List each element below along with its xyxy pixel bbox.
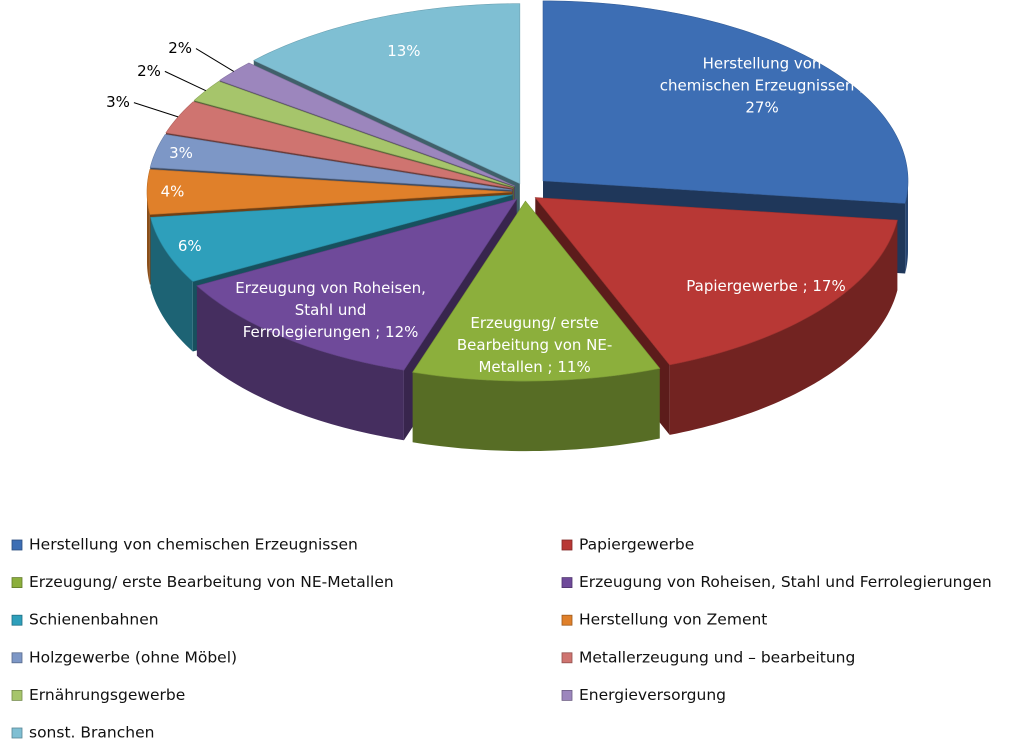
slice	[146, 169, 513, 215]
legend-swatch	[561, 614, 573, 626]
data-label: 2%	[168, 39, 192, 57]
data-label-line: chemischen Erzeugnissen ;	[660, 76, 864, 94]
slice	[193, 80, 515, 188]
data-label: 13%	[387, 42, 420, 60]
data-label-line: Stahl und	[295, 300, 367, 318]
data-label-line: Papiergewerbe ; 17%	[686, 276, 845, 294]
legend-label: Herstellung von Zement	[579, 611, 767, 629]
slice-side	[147, 192, 150, 285]
legend-label: Holzgewerbe (ohne Möbel)	[29, 648, 237, 666]
data-label-line: 27%	[745, 98, 778, 116]
legend-swatch	[561, 652, 573, 664]
data-label: 3%	[106, 93, 130, 111]
slice	[196, 198, 518, 371]
slice	[165, 101, 514, 189]
legend-label: Herstellung von chemischen Erzeugnissen	[29, 536, 358, 554]
legend-label: sonst. Branchen	[29, 724, 154, 742]
legend-swatch	[11, 577, 23, 588]
legend-label: Schienenbahnen	[29, 611, 159, 629]
legend-label: Metallerzeugung und – bearbeitung	[579, 648, 855, 666]
data-label: 2%	[137, 62, 161, 80]
slice	[534, 197, 898, 366]
slice	[149, 134, 513, 191]
legend-swatch	[561, 690, 573, 701]
data-label: 6%	[178, 237, 202, 255]
legend-swatch	[11, 652, 23, 664]
legend-swatch	[11, 690, 23, 701]
legend-label: Papiergewerbe	[579, 536, 694, 554]
legend-label: Erzeugung/ erste Bearbeitung von NE-Meta…	[29, 573, 394, 591]
slice-side	[905, 180, 909, 274]
leader-line	[164, 70, 207, 92]
data-label-line: Metallen ; 11%	[478, 358, 590, 376]
data-label-line: Herstellung von	[703, 54, 822, 72]
legend-swatch	[11, 614, 23, 626]
data-label-line: Ferrolegierungen ; 12%	[243, 322, 419, 340]
legend-label: Ernährungsgewerbe	[29, 686, 185, 704]
legend-label: Energieversorgung	[579, 686, 726, 704]
slice	[253, 3, 521, 185]
data-label: Herstellung von chemischen Erzeugnissen ;…	[660, 54, 864, 116]
slice-side	[412, 368, 660, 452]
legend-swatch	[11, 539, 23, 551]
data-label-line: Erzeugung/ erste	[470, 314, 598, 332]
slice	[150, 194, 513, 282]
slice-side	[150, 217, 193, 352]
leader-line	[133, 102, 179, 118]
legend-swatch	[11, 727, 23, 739]
slice	[412, 200, 661, 382]
slice	[542, 0, 909, 204]
data-label-line: Bearbeitung von NE-	[457, 336, 612, 354]
leader-line	[195, 48, 235, 72]
legend-swatch	[561, 577, 573, 588]
data-label: Papiergewerbe ; 17%	[686, 276, 845, 294]
slice-side	[196, 285, 404, 441]
slice-side	[669, 220, 898, 435]
data-label: 3%	[169, 144, 193, 162]
data-label-line: Erzeugung von Roheisen,	[235, 278, 426, 296]
slice	[219, 62, 516, 187]
data-label: Erzeugung/ erste Bearbeitung von NE- Metal…	[457, 314, 612, 376]
data-label: 4%	[161, 183, 185, 201]
data-label: Erzeugung von Roheisen, Stahl und Ferroleg…	[235, 278, 426, 340]
legend-label: Erzeugung von Roheisen, Stahl und Ferrol…	[579, 573, 992, 591]
legend-swatch	[561, 539, 573, 551]
